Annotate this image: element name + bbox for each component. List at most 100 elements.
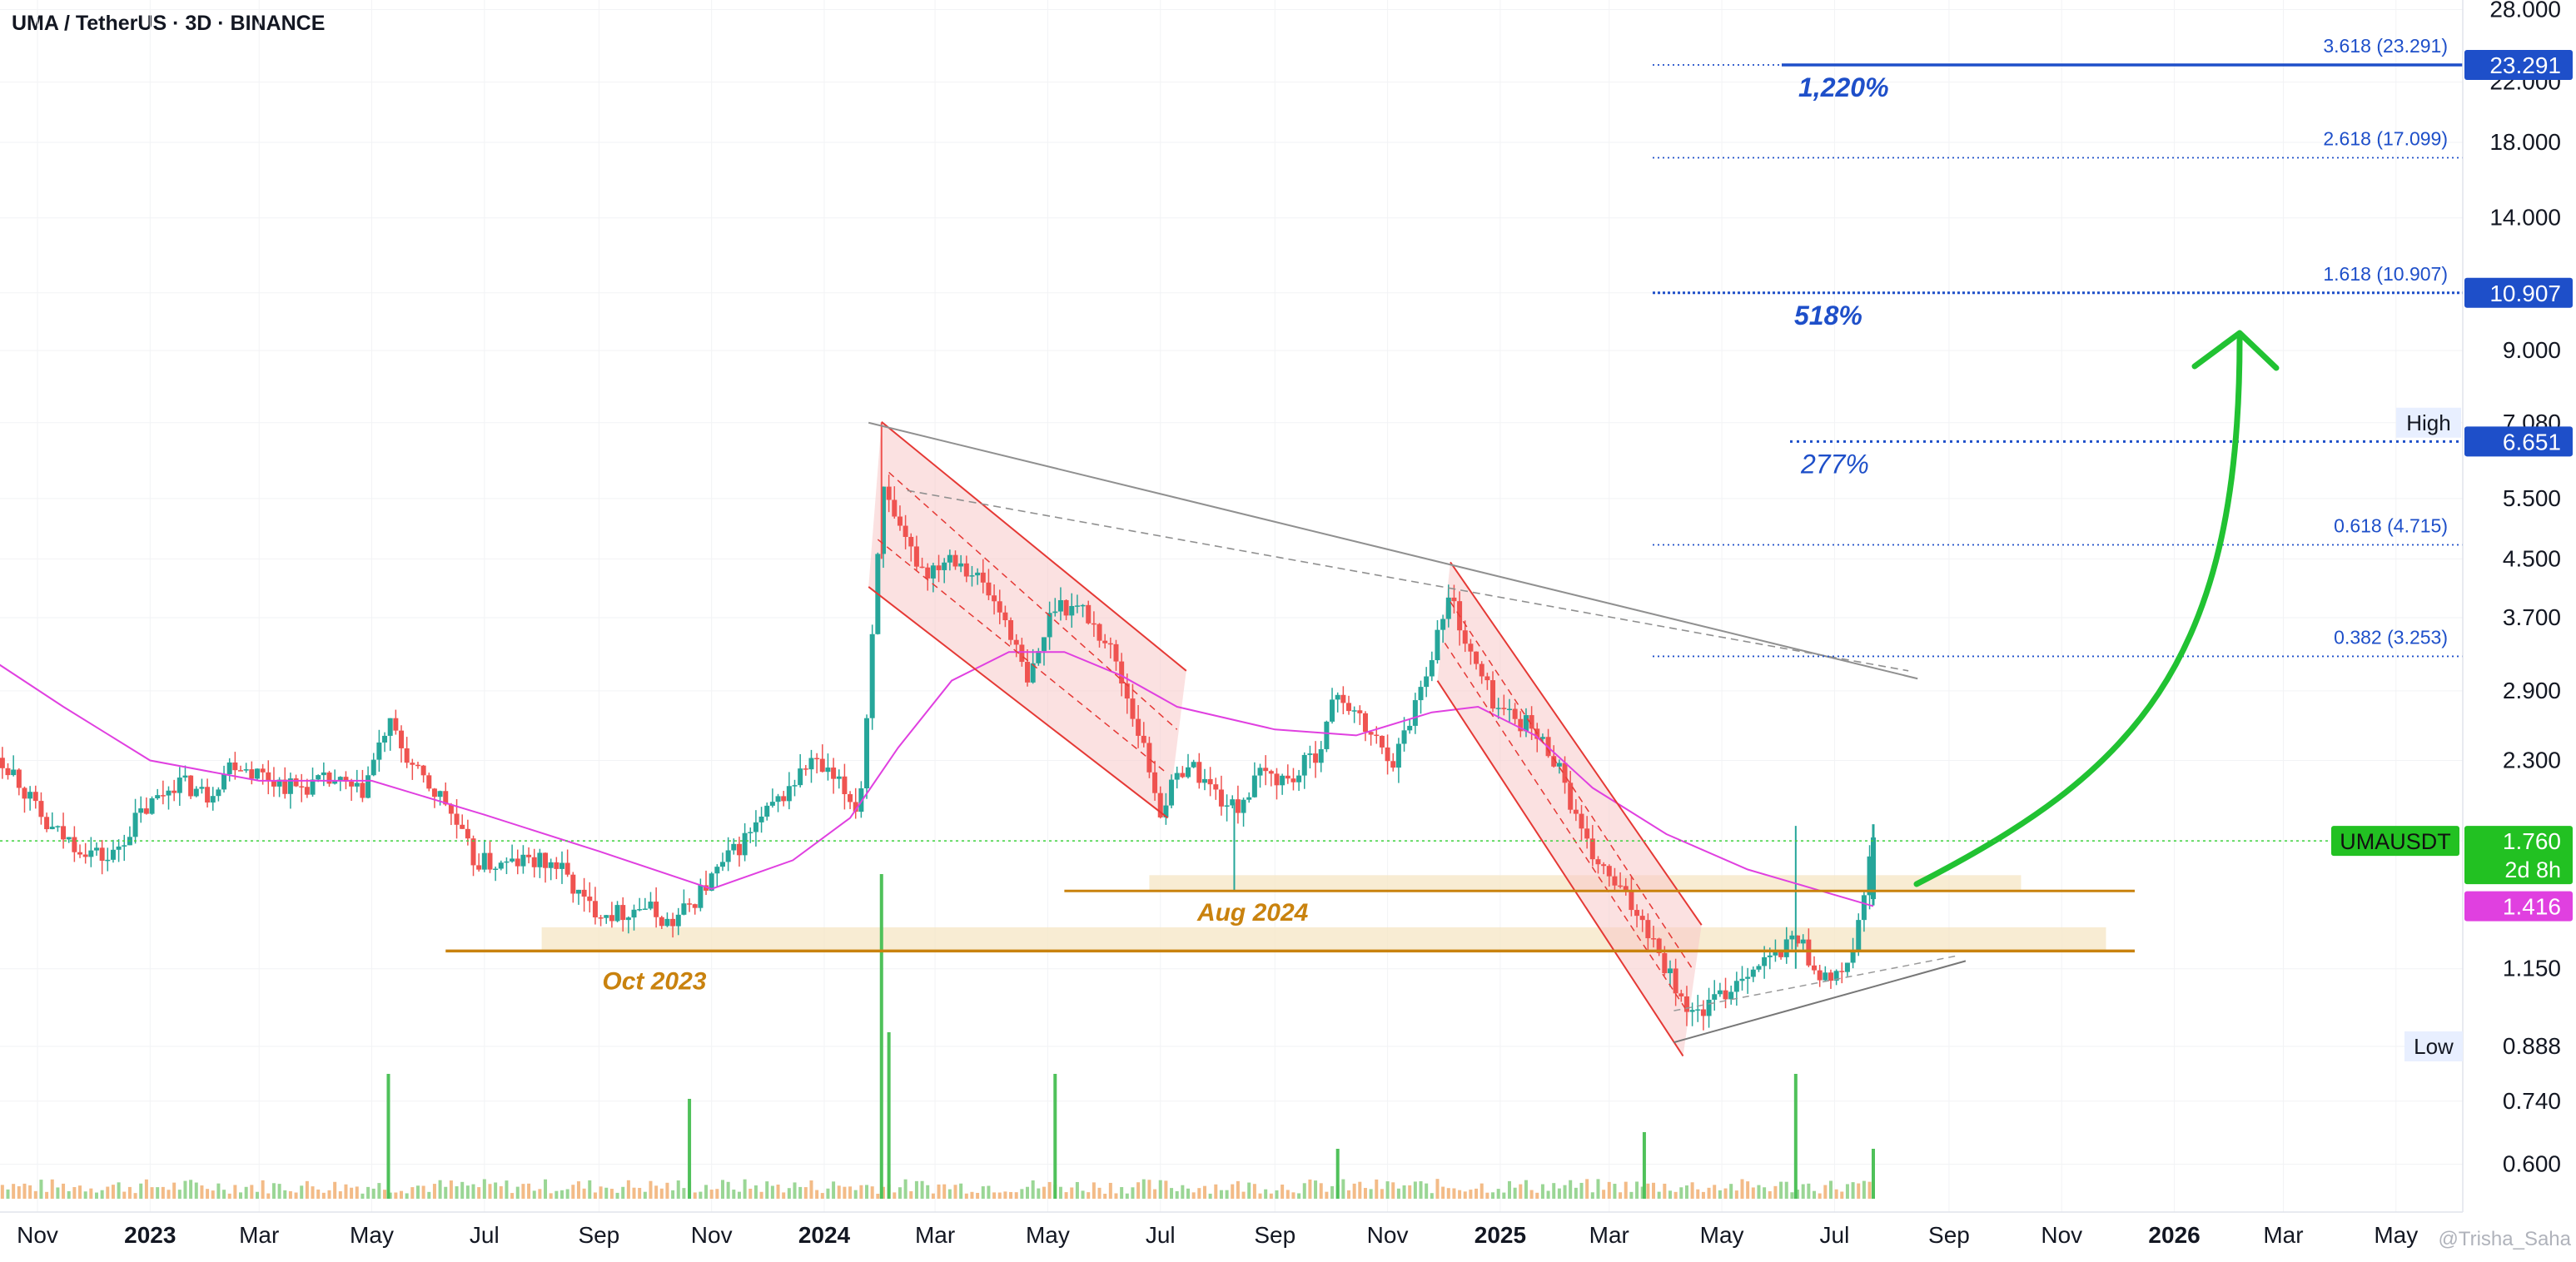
volume-bar <box>12 1184 16 1199</box>
candle-body <box>1573 809 1579 814</box>
volume-bar <box>1297 1193 1301 1199</box>
volume-bar <box>1579 1182 1584 1199</box>
volume-bar <box>782 1192 786 1199</box>
candle-body <box>1019 644 1025 663</box>
candle-body <box>1119 661 1125 684</box>
candle-body <box>487 852 493 870</box>
candle-body <box>764 805 770 817</box>
candle-body <box>1313 753 1319 763</box>
candle-body <box>470 838 476 866</box>
candle-body <box>1136 718 1141 736</box>
volume-bar <box>953 1185 957 1199</box>
volume-bar <box>959 1183 963 1199</box>
candle-body <box>138 808 144 813</box>
channel-layer <box>868 421 1702 1056</box>
candle-body <box>1568 783 1574 810</box>
volume-bar <box>1602 1190 1606 1199</box>
candle-body <box>1645 920 1651 939</box>
candle-body <box>714 867 720 874</box>
support-label-oct-2023: Oct 2023 <box>602 967 706 995</box>
candle-body <box>742 832 748 856</box>
candle-body <box>1086 604 1092 624</box>
volume-bar <box>1629 1191 1634 1199</box>
volume-bar <box>1385 1181 1390 1199</box>
candle-body <box>880 486 886 554</box>
candle-body <box>664 918 670 927</box>
volume-bar <box>1092 1182 1096 1199</box>
x-tick-label: May <box>2374 1222 2418 1248</box>
volume-spike <box>1872 1149 1875 1199</box>
candle-body <box>1141 735 1146 743</box>
candle-body <box>310 779 316 795</box>
volume-bar <box>1380 1189 1384 1199</box>
volume-bar <box>1757 1185 1761 1199</box>
candle-body <box>426 775 432 789</box>
volume-bar <box>704 1185 709 1199</box>
candle-body <box>1251 775 1257 797</box>
candle-body <box>942 562 947 570</box>
candle-body <box>210 796 216 803</box>
candle-body <box>698 885 704 908</box>
volume-bar <box>1136 1182 1141 1199</box>
candle-body <box>32 792 38 802</box>
y-tick-label: 0.600 <box>2503 1150 2561 1176</box>
candle-body <box>498 862 504 869</box>
volume-bar <box>1158 1180 1162 1199</box>
candle-body <box>1285 775 1290 779</box>
candle-body <box>1445 597 1451 619</box>
candle-body <box>354 783 360 787</box>
candle-body <box>1501 708 1507 709</box>
candle-body <box>1789 935 1795 940</box>
candle-body <box>504 861 510 863</box>
volume-bar <box>39 1180 43 1199</box>
volume-bar <box>626 1180 630 1199</box>
volume-bar <box>621 1186 625 1199</box>
volume-bar <box>937 1184 941 1199</box>
candle-body <box>399 730 405 748</box>
volume-spike <box>1793 1074 1798 1199</box>
volume-spike <box>1053 1074 1057 1199</box>
candle-body <box>1689 1010 1695 1012</box>
candle-body <box>625 917 631 921</box>
volume-bar <box>1569 1180 1573 1199</box>
volume-bar <box>1281 1185 1285 1199</box>
volume-bar <box>1729 1184 1733 1199</box>
candle-body <box>675 914 681 927</box>
candle-body <box>1723 990 1728 1000</box>
candle-body <box>969 575 975 577</box>
volume-bar <box>415 1185 420 1199</box>
volume-spike <box>386 1074 390 1199</box>
volume-bar <box>809 1180 813 1199</box>
candle-body <box>543 852 549 868</box>
volume-bar <box>1474 1188 1479 1199</box>
candle-body <box>1080 604 1086 607</box>
candle-body <box>1812 965 1818 971</box>
candle-body <box>1268 771 1274 774</box>
volume-spike <box>1642 1132 1646 1199</box>
volume-bar <box>1186 1188 1191 1199</box>
volume-bar <box>1607 1181 1611 1199</box>
candle-body <box>172 790 177 793</box>
volume-bar <box>1746 1181 1750 1199</box>
candle-body <box>510 858 515 862</box>
volume-bar <box>870 1186 874 1199</box>
volume-bar <box>997 1192 1002 1199</box>
volume-bar <box>1779 1181 1783 1199</box>
overlay-layer: Oct 2023 Aug 2024 3.618 (23.291) 2.618 (17.… <box>0 35 2463 1057</box>
candle-body <box>1795 935 1801 944</box>
candle-body <box>748 832 753 833</box>
candle-body <box>260 768 266 773</box>
volume-bar <box>853 1190 858 1199</box>
candle-body <box>936 565 942 570</box>
volume-bar <box>0 1185 4 1199</box>
candle-body <box>1833 971 1839 981</box>
candle-body <box>1839 971 1845 972</box>
volume-bar <box>449 1180 453 1199</box>
candle-body <box>454 813 460 825</box>
volume-bar <box>1330 1185 1335 1199</box>
candle-body <box>11 769 17 776</box>
volume-bar <box>294 1192 298 1199</box>
candle-body <box>326 772 332 784</box>
volume-bar <box>183 1180 187 1199</box>
